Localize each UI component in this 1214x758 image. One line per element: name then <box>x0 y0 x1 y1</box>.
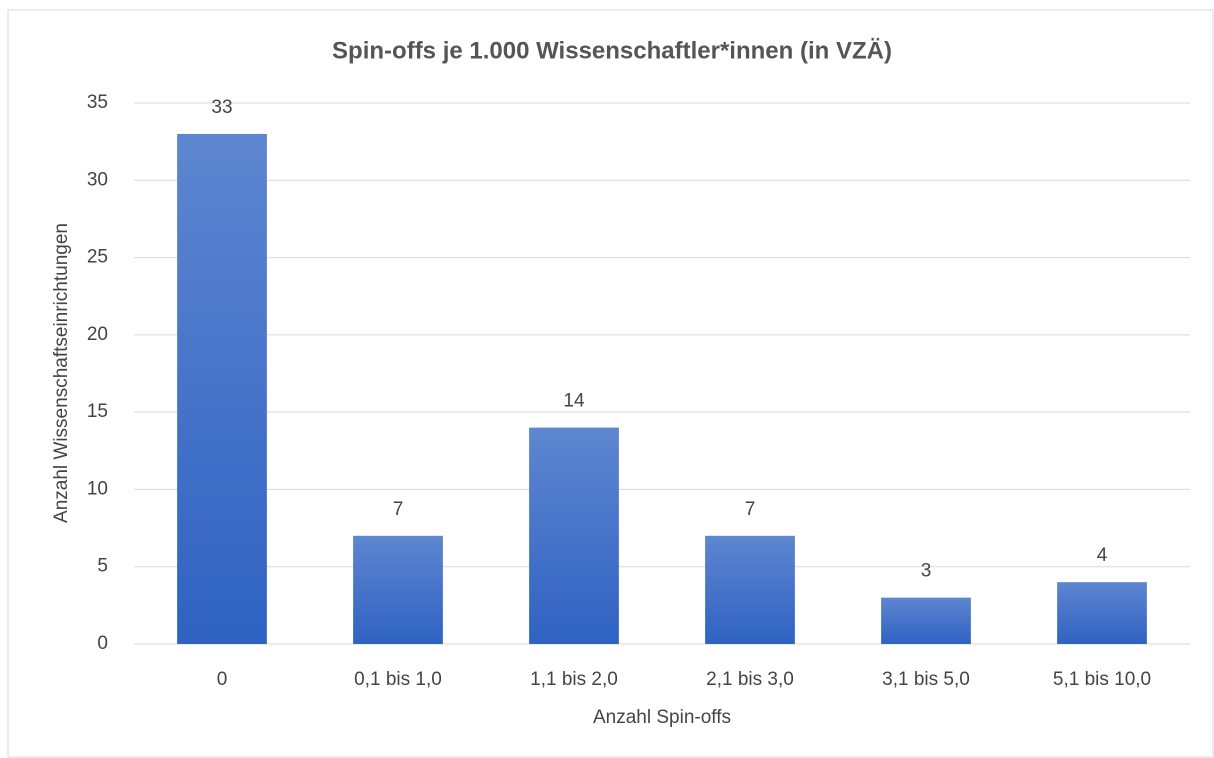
x-tick-label: 3,1 bis 5,0 <box>882 669 970 690</box>
bar <box>529 427 619 644</box>
x-tick-label: 5,1 bis 10,0 <box>1053 669 1151 690</box>
y-tick-label: 15 <box>87 401 108 422</box>
data-label: 7 <box>745 499 756 520</box>
data-label: 4 <box>1097 545 1108 566</box>
y-tick-label: 30 <box>87 169 108 190</box>
y-tick-label: 5 <box>97 556 108 577</box>
bar <box>705 535 795 644</box>
bar <box>1057 582 1147 644</box>
bar <box>881 597 971 644</box>
y-axis-label: Anzahl Wissenschaftseinrichtungen <box>51 223 72 523</box>
data-label: 14 <box>563 391 585 412</box>
x-axis-label: Anzahl Spin-offs <box>593 707 731 728</box>
x-tick-label: 0,1 bis 1,0 <box>354 669 442 690</box>
y-tick-label: 25 <box>87 247 108 268</box>
y-tick-label: 20 <box>87 324 108 345</box>
x-tick-label: 0 <box>217 669 228 690</box>
data-label: 33 <box>211 97 232 118</box>
bar <box>177 133 267 644</box>
data-label: 7 <box>393 499 404 520</box>
x-tick-label: 1,1 bis 2,0 <box>530 669 618 690</box>
bar <box>353 535 443 644</box>
y-tick-label: 0 <box>97 633 108 654</box>
y-tick-label: 10 <box>87 478 108 499</box>
x-tick-label: 2,1 bis 3,0 <box>706 669 794 690</box>
chart-title: Spin-offs je 1.000 Wissenschaftler*innen… <box>332 37 892 64</box>
data-label: 3 <box>921 561 932 582</box>
y-tick-label: 35 <box>87 92 108 113</box>
